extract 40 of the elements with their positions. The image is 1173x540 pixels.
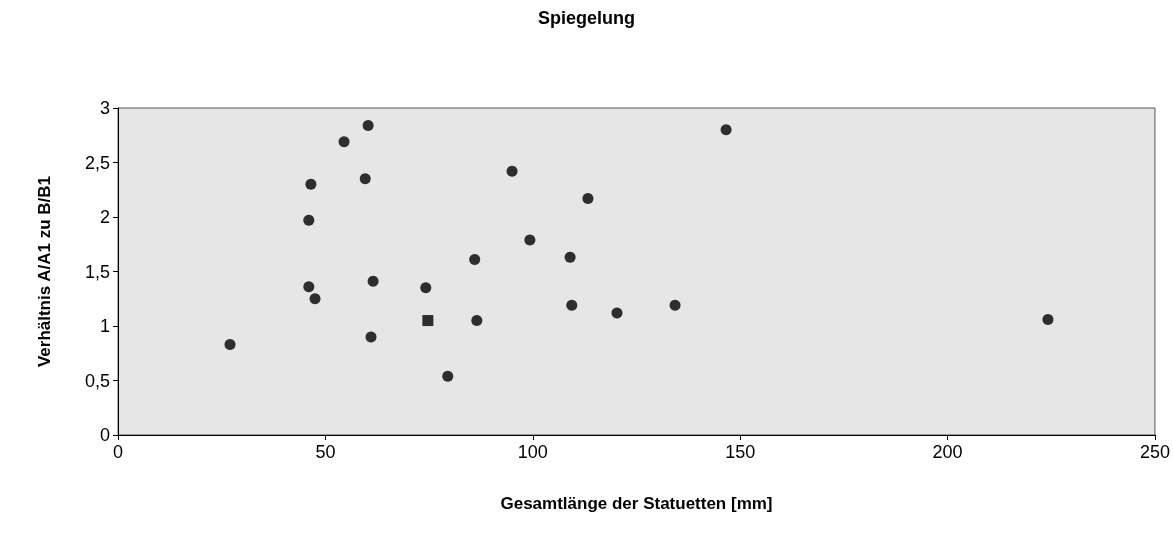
y-tick-label: 0,5 [84,370,110,391]
point [506,165,518,177]
y-tick-label: 2 [99,207,110,227]
x-axis-title: Gesamtlänge der Statuetten [mm] [500,494,773,513]
y-tick-label: 3 [99,98,110,118]
point [669,299,681,311]
y-tick-label: 0 [99,425,110,445]
point [338,136,350,148]
point [524,234,536,246]
y-tick-label: 2,5 [84,152,110,173]
point [309,293,321,305]
point [305,178,317,190]
x-tick-label: 100 [517,442,548,462]
x-tick-label: 150 [725,442,756,462]
point [582,192,594,204]
point [611,307,623,319]
point [566,299,578,311]
point [564,251,576,263]
point [422,315,434,327]
point [362,119,374,131]
y-tick-label: 1 [99,316,110,336]
point [1042,313,1054,325]
point [420,282,432,294]
x-tick-label: 200 [932,442,963,462]
point [720,124,732,136]
x-tick-label: 250 [1139,442,1171,462]
point [367,275,379,287]
point [365,331,377,343]
point [469,254,481,266]
point [303,214,315,226]
point [442,370,454,382]
point [224,339,236,351]
y-tick-label: 1,5 [84,261,110,282]
chart-title: Spiegelung [537,8,636,28]
point [359,173,371,185]
x-tick-label: 50 [315,442,336,462]
point [471,315,483,327]
point [303,281,315,293]
x-tick-label: 0 [112,442,124,462]
y-axis-title: Verhältnis A/A1 zu B/B1 [35,175,54,368]
